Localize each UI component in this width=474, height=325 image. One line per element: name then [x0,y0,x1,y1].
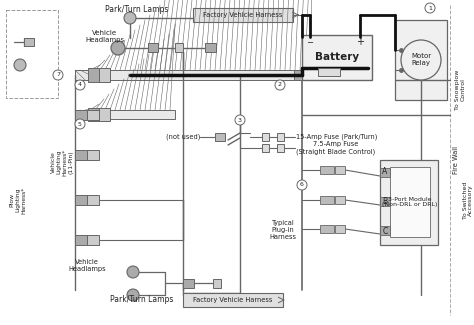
Text: C: C [383,227,388,237]
Text: Motor
Relay: Motor Relay [411,54,431,67]
Bar [75,110,87,120]
Text: Typical
Plug-in
Harness: Typical Plug-in Harness [270,220,297,240]
Bar [320,225,334,233]
Bar [75,70,315,80]
Bar [87,110,99,120]
Text: 4: 4 [78,83,82,87]
Bar [205,43,216,52]
Text: Battery: Battery [315,52,359,62]
Text: B: B [383,198,388,206]
Text: 1: 1 [428,6,432,10]
Text: 2: 2 [278,83,282,87]
Text: 6: 6 [300,183,304,188]
Bar [262,133,269,141]
Bar [380,168,390,177]
Text: 7.5-Amp Fuse
(Straight Blade Control): 7.5-Amp Fuse (Straight Blade Control) [296,141,375,155]
Text: +: + [356,37,364,47]
Bar [175,43,183,52]
Text: 5: 5 [78,122,82,126]
Bar [87,195,99,205]
Text: To Switched
Accessory: To Switched Accessory [463,181,474,219]
Circle shape [53,70,63,80]
Bar [318,68,340,76]
Bar [88,68,99,82]
Bar [277,133,284,141]
Circle shape [297,180,307,190]
Bar [320,166,334,174]
Text: Park/Turn Lamps: Park/Turn Lamps [105,5,168,14]
Bar [215,133,225,141]
Bar [87,235,99,245]
Bar [213,279,221,288]
Bar [24,38,34,46]
Bar [88,108,99,121]
Bar [380,160,438,245]
Bar [6,10,58,98]
Text: Vehicle
Headlamps: Vehicle Headlamps [85,30,124,43]
Bar [193,8,293,22]
Circle shape [275,80,285,90]
Bar [335,196,345,204]
Bar [390,167,430,237]
Text: 7: 7 [56,72,60,77]
Text: ─: ─ [308,37,312,46]
Text: 15-Amp Fuse (Park/Turn): 15-Amp Fuse (Park/Turn) [296,134,377,140]
Bar [99,68,110,82]
Bar [75,195,87,205]
Bar [294,70,302,80]
Bar [320,196,334,204]
Text: (not used): (not used) [165,134,200,140]
Circle shape [111,41,125,55]
Bar [335,166,345,174]
Circle shape [14,59,26,71]
Text: Vehicle
Headlamps: Vehicle Headlamps [68,258,106,271]
Circle shape [127,289,139,301]
Text: Plow
Lighting
Harness*: Plow Lighting Harness* [9,186,26,214]
Bar [335,225,345,233]
Text: To Snowplow
Control: To Snowplow Control [455,70,465,110]
Circle shape [124,12,136,24]
Bar [277,144,284,152]
Text: Fire Wall: Fire Wall [453,146,459,174]
Bar [262,144,269,152]
Text: Park/Turn Lamps: Park/Turn Lamps [110,295,173,305]
Circle shape [75,119,85,129]
Bar [380,197,390,206]
Text: Factory Vehicle Harness: Factory Vehicle Harness [203,12,283,18]
Bar [395,20,447,100]
Bar [99,108,110,121]
Circle shape [235,115,245,125]
Bar [148,43,158,52]
Text: A: A [383,167,388,176]
Bar [75,150,87,160]
Bar [183,293,283,307]
Bar [380,226,390,235]
Bar [302,35,372,80]
Text: Vehicle
Lighting
Harness*
(11-Pin): Vehicle Lighting Harness* (11-Pin) [51,149,73,176]
Bar [75,235,87,245]
Circle shape [401,40,441,80]
Circle shape [425,3,435,13]
Text: 3-Port Module
(Non-DRL or DRL): 3-Port Module (Non-DRL or DRL) [383,197,438,207]
Text: 3: 3 [238,118,242,123]
Bar [87,150,99,160]
Text: Factory Vehicle Harness: Factory Vehicle Harness [193,297,273,303]
Circle shape [75,80,85,90]
Circle shape [127,266,139,278]
Bar [183,279,194,288]
Bar [75,110,175,119]
